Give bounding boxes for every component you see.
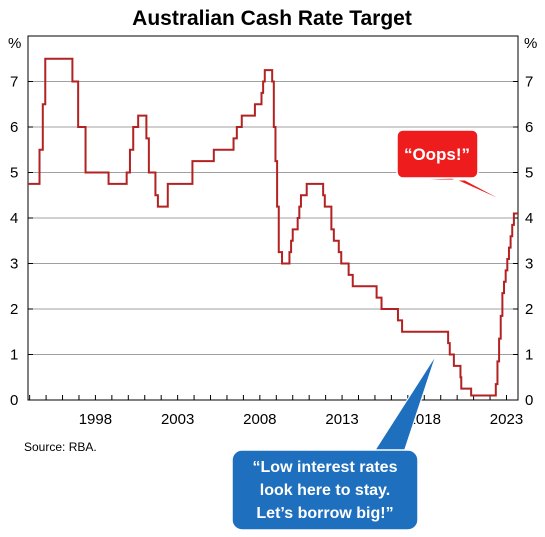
y-axis-right: 0 1 2 3 4 5 6 7 (513, 74, 533, 409)
x-tick-label: 2023 (490, 411, 523, 428)
borrow-callout-box (231, 449, 419, 531)
oops-callout-box (396, 129, 479, 179)
y-axis-left: 0 1 2 3 4 5 6 7 (10, 74, 33, 409)
borrow-callout: “Low interest rates look here to stay. L… (231, 354, 437, 531)
borrow-callout-line-2: look here to stay. (260, 482, 390, 499)
y-tick-label-left: 2 (10, 301, 18, 318)
y-tick-label-right: 5 (525, 165, 533, 182)
oops-callout-pointer (407, 177, 511, 205)
y-tick-label-left: 7 (10, 74, 18, 91)
chart-title: Australian Cash Rate Target (132, 7, 412, 30)
y-tick-label-left: 3 (10, 256, 18, 273)
x-tick-label: 2008 (243, 411, 276, 428)
borrow-callout-pointer (369, 354, 437, 459)
y-tick-label-left: 0 (10, 392, 18, 409)
y-tick-label-left: 4 (10, 210, 18, 227)
x-tick-label: 1998 (79, 411, 112, 428)
y-tick-label-right: 4 (525, 210, 533, 227)
oops-callout-text: “Oops!” (404, 145, 470, 164)
x-tick-label: 2013 (325, 411, 358, 428)
y-tick-label-left: 1 (10, 347, 18, 364)
y-tick-label-right: 1 (525, 347, 533, 364)
oops-callout: “Oops!” (396, 129, 511, 205)
plot-frame (27, 35, 519, 401)
y-tick-label-right: 7 (525, 74, 533, 91)
y-unit-right: % (524, 35, 537, 52)
x-tick-label: 2003 (161, 411, 194, 428)
y-tick-label-right: 2 (525, 301, 533, 318)
y-tick-label-right: 3 (525, 256, 533, 273)
y-tick-label-left: 6 (10, 119, 18, 136)
borrow-callout-line-1: “Low interest rates (253, 459, 398, 476)
y-tick-label-left: 5 (10, 165, 18, 182)
source-note: Source: RBA. (24, 440, 97, 454)
borrow-callout-line-3: Let’s borrow big!” (256, 505, 393, 522)
y-unit-left: % (8, 35, 21, 52)
y-tick-label-right: 0 (525, 392, 533, 409)
cash-rate-line (28, 57, 518, 397)
y-tick-label-right: 6 (525, 119, 533, 136)
